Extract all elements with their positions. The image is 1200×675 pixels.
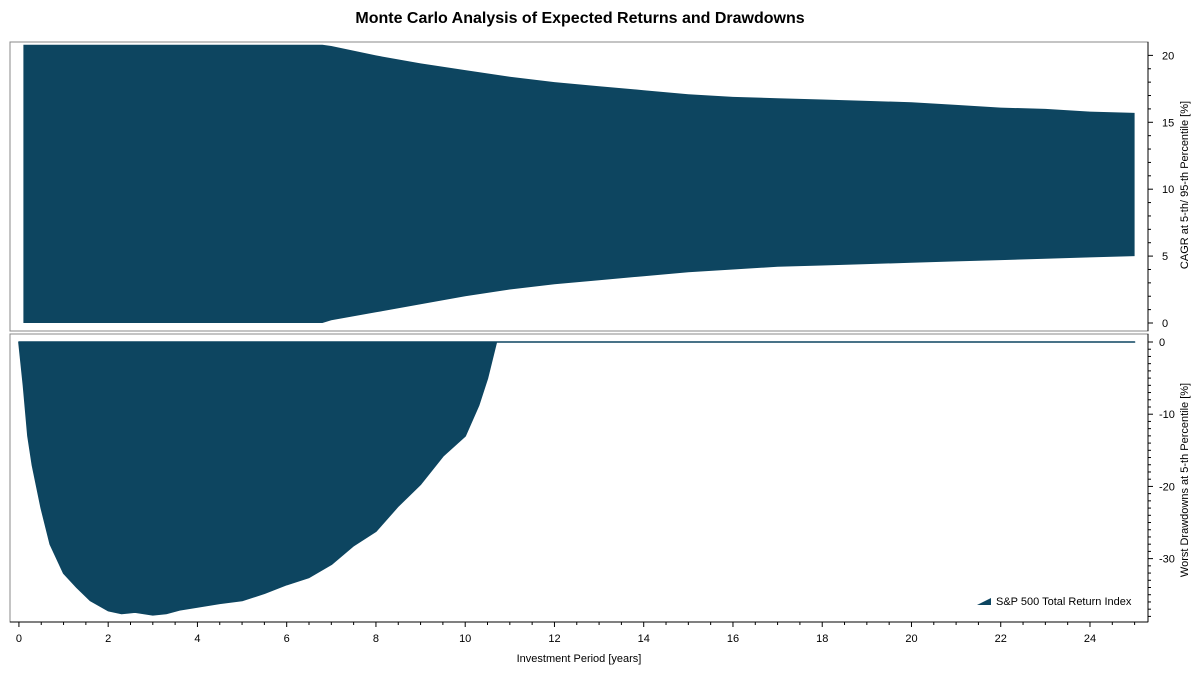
cagr-percentile-band	[23, 44, 1135, 323]
x-tick-label: 8	[373, 633, 379, 645]
y-axis-title-top: CAGR at 5-th/ 95-th Percentile [%]	[1179, 101, 1191, 269]
drawdown-area	[18, 341, 1136, 616]
x-tick-label: 18	[816, 633, 828, 645]
x-tick-label: 4	[194, 633, 200, 645]
top-panel: 0 5 10 15 20	[9, 41, 1174, 332]
legend-swatch	[977, 598, 991, 605]
x-tick-label: 0	[16, 633, 22, 645]
legend: S&P 500 Total Return Index	[977, 596, 1132, 608]
y-tick-label-top: 10	[1162, 184, 1174, 196]
x-tick-label: 20	[905, 633, 917, 645]
chart-title: Monte Carlo Analysis of Expected Returns…	[355, 10, 805, 27]
x-tick-label: 16	[727, 633, 739, 645]
x-tick-label: 22	[995, 633, 1007, 645]
y-tick-label-bottom: -10	[1159, 409, 1175, 421]
x-axis: 0 2 4 6 8 10 12 14 16 18 20 22 24	[10, 621, 1148, 645]
x-axis-title: Investment Period [years]	[517, 653, 642, 665]
legend-label: S&P 500 Total Return Index	[996, 596, 1132, 608]
y-tick-label-top: 5	[1162, 251, 1168, 263]
y-tick-label-bottom: -30	[1159, 554, 1175, 566]
y-tick-label-top: 20	[1162, 50, 1174, 62]
bottom-panel: 0 -10 -20 -30	[9, 333, 1175, 623]
y-tick-label-bottom: 0	[1159, 337, 1165, 349]
x-tick-label: 6	[284, 633, 290, 645]
x-tick-label: 2	[105, 633, 111, 645]
x-tick-label: 12	[548, 633, 560, 645]
x-tick-label: 24	[1084, 633, 1096, 645]
y-axis-title-bottom: Worst Drawdowns at 5-th Percentile [%]	[1179, 383, 1191, 577]
y-tick-label-top: 0	[1162, 318, 1168, 330]
y-tick-label-bottom: -20	[1159, 481, 1175, 493]
x-tick-label: 14	[638, 633, 650, 645]
y-tick-label-top: 15	[1162, 117, 1174, 129]
x-tick-label: 10	[459, 633, 471, 645]
